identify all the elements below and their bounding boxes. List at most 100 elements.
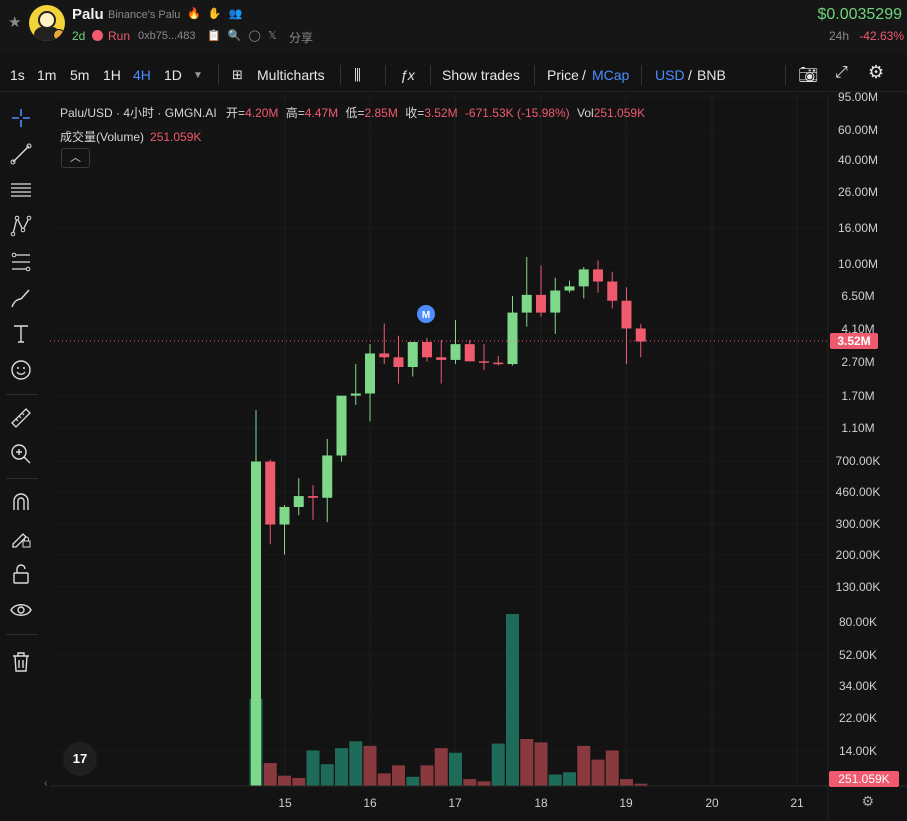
migration-marker <box>417 305 435 323</box>
chain-badge-icon <box>53 29 65 41</box>
candle-type-icon[interactable]: ⫼ <box>354 67 361 84</box>
volume-bar <box>491 743 505 786</box>
candle-body <box>379 353 390 358</box>
crosshair-icon[interactable] <box>9 106 33 130</box>
share-button[interactable]: 分享 <box>289 31 314 45</box>
indicators-icon[interactable]: ƒx <box>400 67 415 83</box>
candle-body <box>507 312 518 365</box>
fullscreen-icon[interactable]: ⤢ <box>835 64 848 81</box>
screenshot-camera-icon[interactable]: 📷︎ <box>798 67 819 84</box>
lock-drawing-icon[interactable] <box>9 526 33 550</box>
legend-low-label: 低= <box>345 106 365 120</box>
x-tick-label: 17 <box>448 796 462 810</box>
y-tick-label: 200.00K <box>836 548 881 562</box>
legend-symbol: Palu/USD · 4小时 · GMGN.AI <box>60 106 217 120</box>
settings-gear-icon[interactable]: ⚙ <box>868 62 885 82</box>
legend-open: 4.20M <box>245 106 279 120</box>
add-chart-icon[interactable]: ⊞ <box>232 67 243 82</box>
token-name: Palu <box>72 6 104 23</box>
volume-bar <box>620 779 633 786</box>
mcap-toggle[interactable]: MCap <box>592 67 630 83</box>
candle-body <box>464 344 475 362</box>
volume-bar <box>392 765 405 786</box>
address-actions-icons[interactable]: 📋 🔍 ◯ 𝕏 <box>207 30 279 42</box>
volume-bar <box>591 759 605 786</box>
y-tick-label: 460.00K <box>836 485 881 499</box>
text-tool-icon[interactable] <box>9 322 33 346</box>
volume-legend: 成交量(Volume) 251.059K <box>60 128 201 145</box>
candle-body <box>293 496 304 507</box>
multicharts-button[interactable]: Multicharts <box>257 67 325 83</box>
magnet-icon[interactable] <box>9 490 33 514</box>
y-tick-label: 80.00K <box>839 615 877 629</box>
trend-line-icon[interactable] <box>9 142 33 166</box>
candle-body <box>350 393 361 396</box>
toggle-slash: / <box>582 67 586 83</box>
show-trades-button[interactable]: Show trades <box>442 67 520 83</box>
y-tick-label: 1.10M <box>841 421 874 435</box>
ruler-icon[interactable] <box>9 406 33 430</box>
scroll-left-icon[interactable]: ‹ <box>44 778 48 789</box>
current-volume-label: 251.059K <box>838 772 889 786</box>
contract-address[interactable]: 0xb75...483 <box>138 30 196 42</box>
bnb-toggle[interactable]: BNB <box>697 67 726 83</box>
y-tick-label: 22.00K <box>839 711 877 725</box>
candle-body <box>607 281 618 301</box>
legend-vol-label: Vol <box>577 106 594 120</box>
interval-1m[interactable]: 1m <box>37 67 57 83</box>
usd-toggle[interactable]: USD <box>655 67 685 83</box>
trash-icon[interactable] <box>9 650 33 674</box>
x-tick-label: 18 <box>534 796 548 810</box>
tools-divider <box>6 634 38 635</box>
brush-icon[interactable] <box>9 286 33 310</box>
candle-body <box>593 269 603 282</box>
legend-vol: 251.059K <box>593 106 646 120</box>
unlock-icon[interactable] <box>9 562 33 586</box>
price-toggle[interactable]: Price <box>547 67 579 83</box>
volume-bar <box>563 772 576 786</box>
interval-1d[interactable]: 1D <box>164 67 182 83</box>
legend-change: -671.53K (-15.98%) <box>464 106 570 120</box>
pattern-icon[interactable] <box>9 214 33 238</box>
volume-bar <box>306 750 320 786</box>
tools-divider <box>6 394 38 395</box>
visibility-eye-icon[interactable] <box>9 598 33 622</box>
interval-1h[interactable]: 1H <box>103 67 121 83</box>
candle-body <box>493 362 504 365</box>
collapse-legend-button[interactable]: ︿ <box>61 148 90 168</box>
toggle-slash: / <box>688 67 692 83</box>
y-tick-label: 1.70M <box>841 389 874 403</box>
volume-bar <box>477 781 491 786</box>
current-price: $0.0035299 <box>817 6 902 23</box>
token-avatar <box>29 5 65 41</box>
current-price-tag <box>830 333 878 349</box>
fib-retracement-icon[interactable] <box>9 250 33 274</box>
volume-bar <box>363 745 377 786</box>
candle-body <box>393 357 404 368</box>
tradingview-logo-icon[interactable]: 17 <box>63 742 97 776</box>
migration-marker-label: M <box>422 310 430 321</box>
candle-body <box>635 328 646 342</box>
emoji-icon[interactable] <box>9 358 33 382</box>
token-age: 2d <box>72 29 86 43</box>
toolbar-divider <box>385 65 386 85</box>
toolbar-divider <box>534 65 535 85</box>
candle-body <box>407 342 418 368</box>
axis-settings-gear-icon[interactable]: ⚙ <box>861 793 874 809</box>
zoom-in-icon[interactable] <box>9 442 33 466</box>
interval-5m[interactable]: 5m <box>70 67 90 83</box>
interval-4h[interactable]: 4H <box>133 67 151 83</box>
favorite-star-icon[interactable]: ★ <box>8 14 22 31</box>
launch-candle-body <box>251 461 261 786</box>
interval-dropdown-icon[interactable]: ▼ <box>193 70 203 81</box>
volume-bar <box>434 748 448 786</box>
current-volume-tag <box>829 771 899 787</box>
horizontal-lines-icon[interactable] <box>9 178 33 202</box>
candle-body <box>479 361 489 363</box>
x-tick-label: 19 <box>619 796 633 810</box>
interval-1s[interactable]: 1s <box>10 67 25 83</box>
y-tick-label: 52.00K <box>839 648 877 662</box>
candle-body <box>621 300 632 329</box>
volume-bar <box>278 775 291 786</box>
